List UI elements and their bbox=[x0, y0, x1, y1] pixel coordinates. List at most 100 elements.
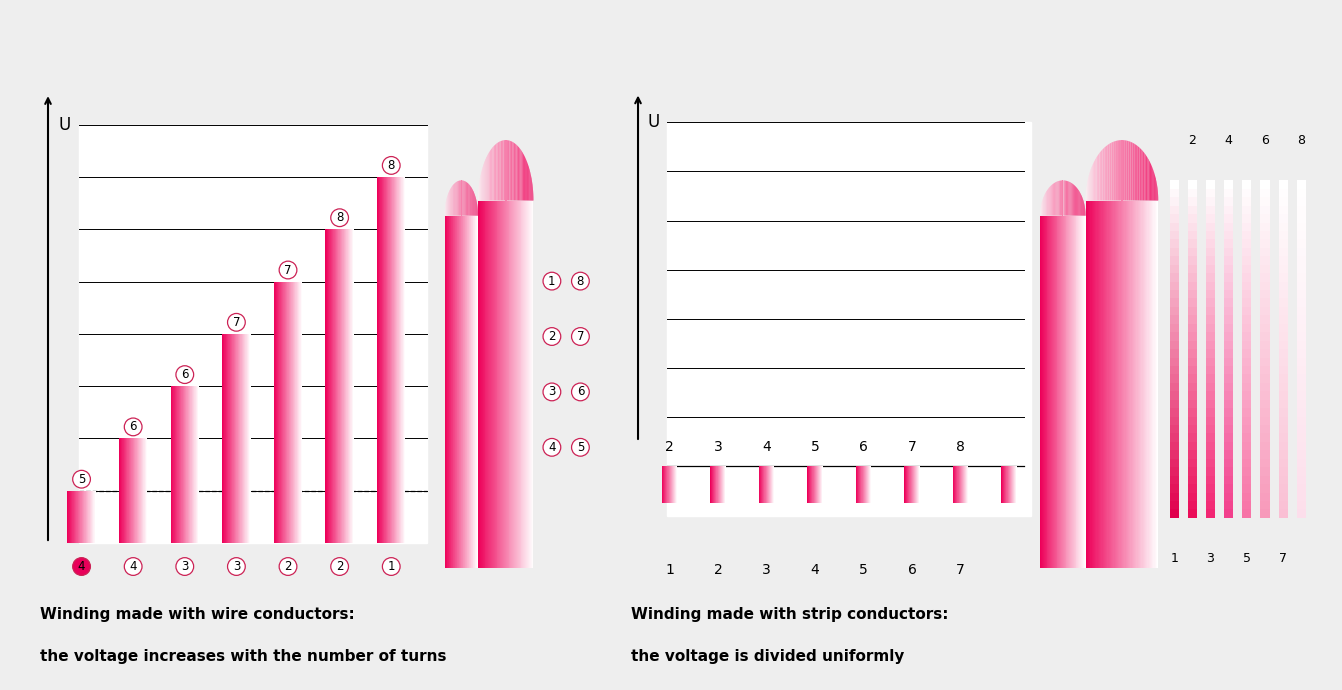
Bar bbox=[1206, 282, 1215, 290]
Bar bbox=[1206, 433, 1215, 442]
Bar bbox=[1224, 231, 1233, 239]
Bar bbox=[1260, 501, 1270, 509]
Text: 4: 4 bbox=[1225, 134, 1232, 146]
Text: 6: 6 bbox=[129, 420, 137, 433]
Polygon shape bbox=[1145, 153, 1146, 201]
Bar bbox=[1206, 307, 1215, 315]
Text: Winding made with strip conductors:: Winding made with strip conductors: bbox=[631, 607, 949, 622]
Bar bbox=[1224, 509, 1233, 518]
Bar bbox=[1206, 239, 1215, 248]
Bar bbox=[1260, 400, 1270, 408]
Bar bbox=[1296, 349, 1306, 357]
Bar bbox=[1260, 391, 1270, 400]
Polygon shape bbox=[1104, 146, 1106, 201]
Bar bbox=[1260, 349, 1270, 357]
Bar bbox=[1170, 265, 1178, 273]
Text: 7: 7 bbox=[957, 563, 965, 577]
Bar bbox=[1260, 475, 1270, 484]
Bar bbox=[1206, 408, 1215, 417]
Bar bbox=[1170, 349, 1178, 357]
Bar bbox=[1260, 484, 1270, 493]
Bar bbox=[1243, 366, 1251, 375]
Bar bbox=[1279, 501, 1288, 509]
Bar bbox=[1243, 273, 1251, 282]
Bar bbox=[1279, 206, 1288, 214]
Bar bbox=[1206, 391, 1215, 400]
Bar bbox=[1170, 206, 1178, 214]
Bar bbox=[1224, 400, 1233, 408]
Bar bbox=[1260, 307, 1270, 315]
Bar bbox=[1279, 299, 1288, 307]
Text: 4: 4 bbox=[762, 440, 770, 454]
Text: 5: 5 bbox=[1243, 551, 1251, 564]
Bar bbox=[1260, 214, 1270, 223]
Bar bbox=[1206, 197, 1215, 206]
Bar bbox=[1279, 290, 1288, 299]
Bar bbox=[1296, 357, 1306, 366]
Bar bbox=[1188, 501, 1197, 509]
Bar bbox=[1206, 400, 1215, 408]
Polygon shape bbox=[1133, 143, 1134, 201]
Bar bbox=[1260, 197, 1270, 206]
Bar bbox=[1224, 197, 1233, 206]
Bar bbox=[1279, 475, 1288, 484]
Bar bbox=[1206, 349, 1215, 357]
Bar bbox=[1188, 206, 1197, 214]
Bar bbox=[1224, 349, 1233, 357]
Bar bbox=[1188, 265, 1197, 273]
Bar bbox=[1296, 341, 1306, 349]
Bar bbox=[1260, 299, 1270, 307]
Bar bbox=[1296, 214, 1306, 223]
Bar bbox=[1170, 509, 1178, 518]
Bar bbox=[1188, 324, 1197, 332]
Bar bbox=[1279, 349, 1288, 357]
Bar bbox=[1260, 451, 1270, 459]
Text: 8: 8 bbox=[577, 275, 584, 288]
Bar bbox=[1206, 509, 1215, 518]
Polygon shape bbox=[1115, 141, 1117, 201]
Bar bbox=[1260, 282, 1270, 290]
Bar bbox=[1206, 484, 1215, 493]
Bar bbox=[1224, 299, 1233, 307]
Text: 7: 7 bbox=[232, 316, 240, 329]
Bar bbox=[1279, 248, 1288, 256]
Bar bbox=[1206, 189, 1215, 197]
Bar bbox=[1188, 467, 1197, 475]
Bar bbox=[1296, 299, 1306, 307]
Polygon shape bbox=[1110, 143, 1111, 201]
Bar bbox=[1224, 383, 1233, 391]
Bar bbox=[1170, 290, 1178, 299]
Bar bbox=[667, 122, 1031, 515]
Bar bbox=[1243, 425, 1251, 433]
Bar bbox=[1296, 256, 1306, 265]
Bar bbox=[1279, 357, 1288, 366]
Bar bbox=[1260, 433, 1270, 442]
Bar bbox=[1260, 493, 1270, 501]
Bar bbox=[1260, 383, 1270, 391]
Bar bbox=[1279, 467, 1288, 475]
Bar bbox=[1243, 324, 1251, 332]
Bar bbox=[1279, 408, 1288, 417]
Text: U: U bbox=[648, 113, 660, 131]
Polygon shape bbox=[1111, 142, 1114, 201]
Bar bbox=[1296, 197, 1306, 206]
Bar bbox=[1224, 433, 1233, 442]
Bar bbox=[1279, 197, 1288, 206]
Bar bbox=[1296, 484, 1306, 493]
Bar bbox=[1224, 315, 1233, 324]
Bar bbox=[1243, 417, 1251, 425]
Bar bbox=[1170, 425, 1178, 433]
Polygon shape bbox=[505, 140, 506, 201]
Bar bbox=[1206, 366, 1215, 375]
Bar bbox=[1224, 265, 1233, 273]
Bar bbox=[1279, 451, 1288, 459]
Bar bbox=[1206, 475, 1215, 484]
Polygon shape bbox=[1137, 145, 1138, 201]
Bar bbox=[1188, 282, 1197, 290]
Bar bbox=[1296, 315, 1306, 324]
Bar bbox=[1260, 273, 1270, 282]
Bar bbox=[1170, 239, 1178, 248]
Text: 2: 2 bbox=[1189, 134, 1196, 146]
Bar bbox=[1224, 357, 1233, 366]
Bar bbox=[1188, 366, 1197, 375]
